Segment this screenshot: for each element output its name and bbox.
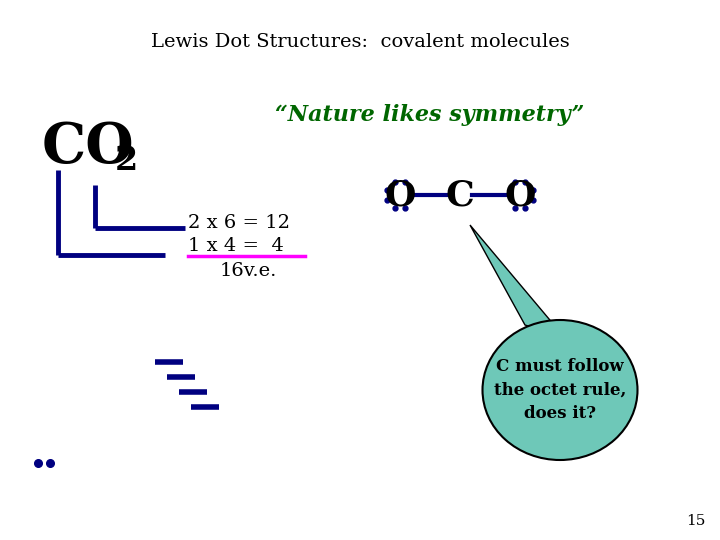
Text: CO: CO: [42, 120, 135, 176]
Text: 16v.e.: 16v.e.: [220, 262, 277, 280]
Text: 2: 2: [115, 144, 138, 177]
Text: 2 x 6 = 12: 2 x 6 = 12: [188, 214, 290, 232]
Text: 15: 15: [685, 514, 705, 528]
Ellipse shape: [482, 320, 637, 460]
Text: C: C: [446, 178, 474, 212]
Text: O: O: [384, 178, 415, 212]
Text: C must follow
the octet rule,
does it?: C must follow the octet rule, does it?: [494, 358, 626, 422]
Text: 1 x 4 =  4: 1 x 4 = 4: [188, 237, 284, 255]
Text: “Nature likes symmetry”: “Nature likes symmetry”: [275, 104, 585, 126]
Text: Lewis Dot Structures:  covalent molecules: Lewis Dot Structures: covalent molecules: [150, 33, 570, 51]
Polygon shape: [470, 225, 565, 338]
Text: O: O: [504, 178, 536, 212]
